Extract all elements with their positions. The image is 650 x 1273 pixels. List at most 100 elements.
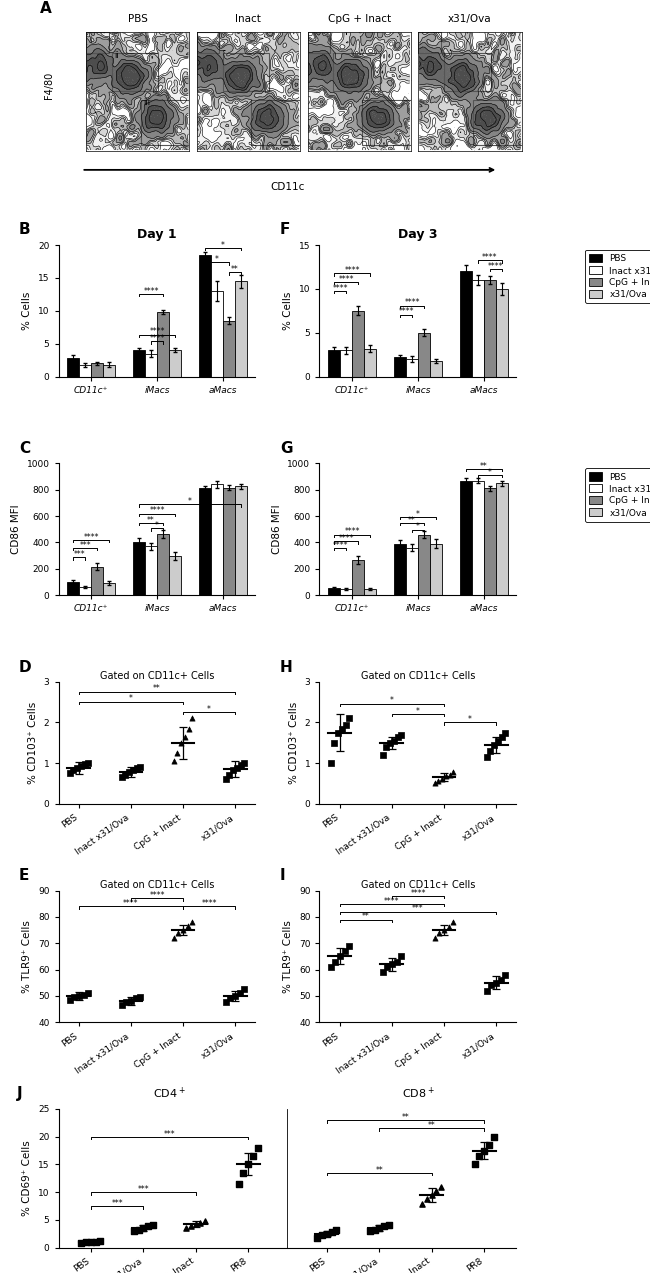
Text: ****: **** [488,262,503,271]
Point [64,763,75,783]
Point [64,989,75,1009]
Bar [395,545,406,594]
Text: ****: **** [150,507,164,516]
Point [135,987,146,1007]
Point [83,752,94,773]
Text: *: * [468,714,472,724]
Bar [79,587,91,594]
Bar [235,486,246,594]
Point [497,727,507,747]
Point [73,985,84,1006]
Bar [103,583,115,594]
Text: E: E [19,868,29,883]
Point [138,1218,148,1239]
Point [495,970,506,990]
Point [337,718,347,738]
Text: **: ** [376,1166,383,1175]
Text: ****: **** [339,275,354,284]
Point [322,1223,332,1244]
Point [493,731,503,751]
Bar [68,358,79,377]
Bar [430,360,442,377]
Point [121,992,131,1012]
Bar [472,480,484,594]
Point [500,965,511,985]
Text: B: B [19,223,31,238]
Point [489,735,499,755]
Point [232,757,242,778]
Text: C: C [19,440,31,456]
Text: ****: **** [344,266,360,275]
Point [178,920,188,941]
Bar [223,488,235,594]
Point [81,1232,92,1253]
Point [86,1232,96,1253]
Text: CD11c: CD11c [270,182,305,191]
Point [486,975,497,995]
Text: ****: **** [333,284,348,293]
Bar [91,566,103,594]
Text: *: * [488,467,491,476]
Point [448,911,459,932]
Point [396,946,406,966]
Bar [133,542,145,594]
Text: *: * [416,707,420,715]
Point [124,761,135,782]
Point [441,766,451,787]
Text: **: ** [231,265,239,274]
Point [500,723,511,743]
Point [95,1231,105,1251]
Point [331,1220,341,1240]
Point [378,745,388,765]
Bar [328,350,341,377]
Point [486,741,496,761]
Bar [157,312,169,377]
Point [181,1218,192,1239]
Point [200,1211,211,1231]
Text: **: ** [147,516,155,524]
Point [396,724,406,745]
Point [469,1155,480,1175]
Point [387,953,397,974]
Point [484,1134,494,1155]
Y-axis label: % TLR9⁺ Cells: % TLR9⁺ Cells [283,920,293,993]
Bar [364,349,376,377]
Text: ****: **** [150,327,164,336]
Point [330,951,341,971]
Bar [430,544,442,594]
Point [445,764,455,784]
Y-axis label: % Cells: % Cells [283,292,293,330]
Text: *: * [416,522,420,531]
Point [479,1141,489,1161]
Bar [169,350,181,377]
Point [482,980,492,1001]
Text: *: * [221,241,225,250]
Point [491,973,501,993]
Point [127,760,138,780]
Point [317,1225,328,1245]
Point [382,957,393,978]
Point [135,757,146,778]
Text: A: A [40,1,52,17]
Point [312,1227,322,1248]
Text: ***: *** [164,1129,176,1138]
Bar [341,350,352,377]
Y-axis label: % CD69⁺ Cells: % CD69⁺ Cells [22,1141,32,1216]
Point [365,1221,375,1241]
Text: CD4$^+$: CD4$^+$ [153,1086,186,1101]
Point [333,723,343,743]
Text: ****: **** [384,896,400,905]
Bar [460,480,472,594]
Point [243,1155,254,1175]
Point [482,747,492,768]
Bar [103,365,115,377]
Point [68,760,79,780]
Point [379,1216,389,1236]
Point [239,1162,249,1183]
Bar [395,358,406,377]
Point [133,1220,144,1240]
Bar [352,560,364,594]
Point [183,718,194,738]
Point [168,751,179,771]
Title: Gated on CD11c+ Cells: Gated on CD11c+ Cells [361,880,475,890]
